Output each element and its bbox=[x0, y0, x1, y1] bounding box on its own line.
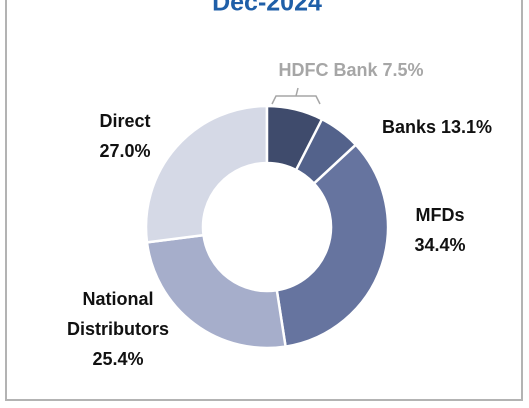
donut-segment bbox=[145, 233, 287, 350]
label-name: National Distributors bbox=[67, 289, 169, 339]
sub-segment-label: HDFC Bank 7.5% bbox=[278, 60, 423, 80]
label-name: Banks bbox=[382, 117, 436, 137]
label-word: National bbox=[82, 289, 153, 309]
donut-segment bbox=[144, 104, 269, 244]
donut-segment bbox=[275, 143, 390, 348]
label-value: 13.1% bbox=[441, 117, 492, 137]
label-name: HDFC Bank bbox=[278, 60, 378, 80]
label-name: 25.4% bbox=[92, 349, 143, 369]
label-word: Distributors bbox=[67, 319, 169, 339]
data-label: National Distributors 25.4% bbox=[67, 289, 169, 369]
label-name: 34.4% bbox=[414, 235, 465, 255]
label-name: 27.0% bbox=[99, 141, 150, 161]
data-label: MFDs 34.4% bbox=[414, 205, 465, 255]
label-name: MFDs bbox=[416, 205, 465, 225]
label-value: 7.5% bbox=[382, 60, 423, 80]
label-name: Direct bbox=[99, 111, 150, 131]
donut-sub-segment bbox=[265, 104, 324, 172]
chart-title: Dec-2024 bbox=[212, 0, 322, 17]
data-label: Banks 13.1% bbox=[382, 117, 492, 137]
data-label: Direct 27.0% bbox=[99, 111, 150, 161]
bracket bbox=[271, 87, 321, 105]
